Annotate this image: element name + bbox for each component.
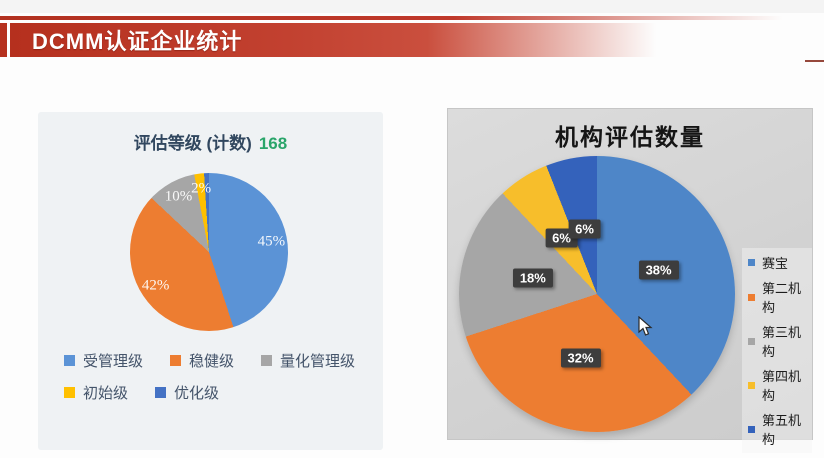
- org-pie-chart[interactable]: 38% 32% 18% 6% 6%: [459, 156, 735, 432]
- page-title: DCMM认证企业统计: [32, 29, 243, 54]
- pie-slice-label: 38%: [638, 260, 679, 280]
- right-chart-title: 机构评估数量: [555, 125, 705, 150]
- legend-label: 第四机构: [762, 369, 802, 403]
- slide-title-bar: DCMM认证企业统计: [10, 23, 705, 57]
- legend-item-org4: 第四机构: [748, 366, 806, 404]
- legend-label: 第五机构: [762, 413, 802, 447]
- legend-swatch: [155, 387, 167, 398]
- legend-item-org5: 第五机构: [748, 410, 806, 448]
- legend-swatch: [170, 355, 182, 366]
- legend-swatch: [748, 337, 755, 345]
- left-chart-title: 评估等级 (计数) 168: [38, 112, 383, 154]
- top-strip: [0, 0, 824, 13]
- left-chart-title-text: 评估等级 (计数): [133, 134, 252, 153]
- legend-label: 初始级: [83, 385, 129, 402]
- title-left-accent: [0, 23, 7, 57]
- rating-legend-row: 初始级 优化级: [64, 382, 355, 403]
- pie-slice-label: 18%: [512, 268, 553, 288]
- legend-item-org3: 第三机构: [748, 322, 806, 360]
- legend-swatch: [64, 387, 75, 398]
- org-chart-card: 机构评估数量 38% 32% 18% 6% 6% 赛宝 第二机构 第三机构 第四机构 第…: [447, 108, 813, 453]
- rating-pie-chart[interactable]: 45% 42% 10% 2%: [130, 173, 288, 331]
- right-accent-line: [805, 60, 824, 62]
- legend-label: 第二机构: [762, 281, 802, 315]
- legend-swatch: [748, 425, 755, 433]
- rating-chart-card: 评估等级 (计数) 168 45% 42% 10% 2% 受管理级 稳健级 量化管理级: [38, 112, 383, 450]
- mouse-cursor-icon: [638, 316, 653, 336]
- legend-label: 稳健级: [189, 353, 235, 370]
- legend-swatch: [261, 355, 273, 366]
- legend-label: 赛宝: [762, 256, 789, 271]
- pie-slice-label: 10%: [164, 188, 193, 205]
- left-chart-count: 168: [258, 134, 288, 153]
- legend-label: 受管理级: [83, 353, 144, 370]
- legend-swatch: [64, 355, 75, 366]
- rating-legend: 受管理级 稳健级 量化管理级 初始级 优化级: [64, 350, 355, 403]
- pie-slice-label: 42%: [141, 277, 170, 294]
- legend-item-stable: 稳健级: [170, 350, 234, 371]
- legend-swatch: [748, 259, 755, 266]
- org-legend: 赛宝 第二机构 第三机构 第四机构 第五机构: [742, 248, 812, 453]
- rating-legend-row: 受管理级 稳健级 量化管理级: [64, 350, 355, 371]
- legend-item-initial: 初始级: [64, 382, 128, 403]
- legend-item-org2: 第二机构: [748, 278, 806, 316]
- pie-slice-label: 6%: [568, 219, 601, 239]
- legend-item-saibao: 赛宝: [748, 253, 806, 272]
- legend-item-quantified: 量化管理级: [261, 350, 355, 371]
- legend-item-managed: 受管理级: [64, 350, 143, 371]
- legend-swatch: [748, 381, 755, 389]
- legend-item-optimized: 优化级: [155, 382, 219, 403]
- pie-slice-label: 45%: [257, 233, 286, 250]
- pie-slice-label: 32%: [560, 348, 601, 368]
- legend-swatch: [748, 293, 755, 301]
- pie-slice-label: 2%: [191, 180, 212, 197]
- legend-label: 量化管理级: [280, 353, 356, 370]
- legend-label: 优化级: [174, 385, 220, 402]
- top-accent-line: [0, 16, 824, 20]
- legend-label: 第三机构: [762, 325, 802, 359]
